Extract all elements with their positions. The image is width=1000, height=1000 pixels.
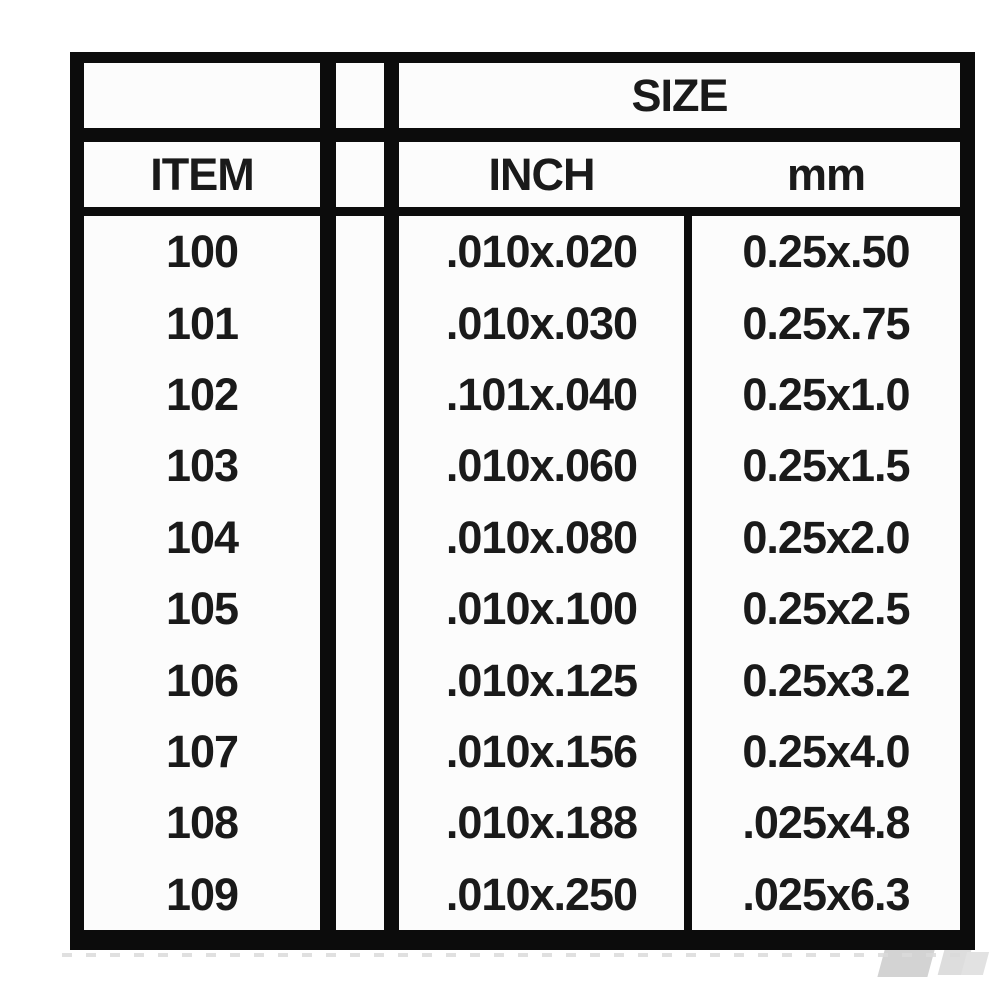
item-cell: 103 (165, 440, 239, 492)
mm-cell: 0.25x3.2 (742, 654, 910, 706)
item-cell: 101 (165, 297, 239, 349)
mm-header: mm (786, 148, 866, 200)
item-cell: 108 (165, 797, 239, 849)
mm-cell: 0.25x2.5 (742, 583, 910, 635)
inch-cell: .010x.100 (445, 583, 638, 635)
inch-cell: .101x.040 (445, 368, 638, 420)
mm-cell: 0.25x1.5 (742, 440, 910, 492)
inch-column: .010x.020 .010x.030 .101x.040 .010x.060 … (399, 216, 684, 930)
mm-cell: 0.25x1.0 (742, 368, 910, 420)
item-column: 100 101 102 103 104 105 106 107 108 109 (84, 216, 320, 930)
inch-mm-divider-rule (684, 216, 692, 930)
inch-cell: .010x.080 (445, 511, 638, 563)
scan-artifact-line (62, 953, 960, 957)
item-cell: 104 (165, 511, 239, 563)
item-cell: 105 (165, 583, 239, 635)
item-cell: 100 (165, 226, 239, 278)
inch-cell: .010x.156 (445, 725, 638, 777)
mm-cell: 0.25x.75 (742, 297, 910, 349)
item-cell: 107 (165, 725, 239, 777)
inch-cell: .010x.060 (445, 440, 638, 492)
header-separator-rule-2 (70, 207, 975, 216)
inch-cell: .010x.020 (445, 226, 638, 278)
item-header: ITEM (150, 148, 255, 200)
inch-header: INCH (488, 148, 596, 200)
size-header: SIZE (631, 69, 728, 121)
header-separator-rule-1 (70, 128, 975, 142)
mm-column: 0.25x.50 0.25x.75 0.25x1.0 0.25x1.5 0.25… (692, 216, 960, 930)
mm-cell: .025x4.8 (742, 797, 910, 849)
size-section-left-rule (384, 52, 399, 950)
item-cell: 106 (165, 654, 239, 706)
mm-cell: 0.25x2.0 (742, 511, 910, 563)
spec-table-frame (70, 52, 975, 950)
inch-cell: .010x.188 (445, 797, 638, 849)
mm-cell: 0.25x.50 (742, 226, 910, 278)
item-column-right-rule (320, 52, 336, 950)
mm-cell: 0.25x4.0 (742, 725, 910, 777)
inch-cell: .010x.030 (445, 297, 638, 349)
mm-cell: .025x6.3 (742, 868, 910, 920)
item-cell: 102 (165, 368, 239, 420)
item-cell: 109 (165, 868, 239, 920)
inch-cell: .010x.250 (445, 868, 638, 920)
watermark-stroke (960, 952, 990, 975)
inch-cell: .010x.125 (445, 654, 638, 706)
